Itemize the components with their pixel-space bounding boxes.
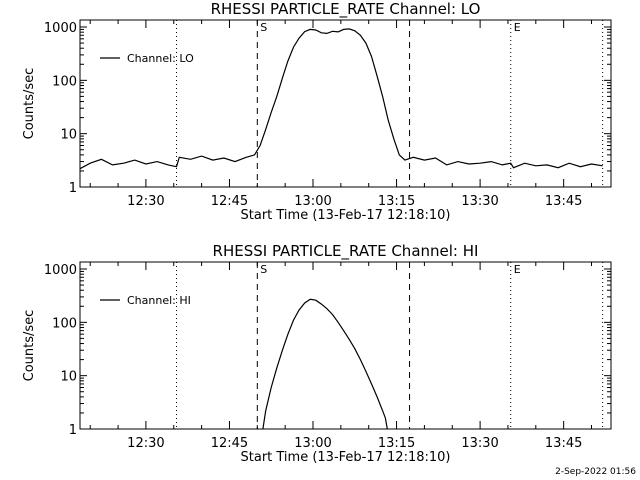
panel-2-x-tick-label: 13:00	[294, 436, 331, 451]
panel-1-y-tick-label: 10	[60, 128, 77, 143]
panel-1-x-tick-label: 13:00	[294, 194, 331, 209]
panel-2-annotation-label: S	[260, 263, 267, 276]
panel-2-legend-label: Channel: HI	[127, 294, 191, 307]
footer-timestamp: 2-Sep-2022 01:56	[555, 467, 636, 477]
panel-1-plot-frame	[79, 19, 612, 188]
panel-1-chart-title: RHESSI PARTICLE_RATE Channel: LO	[211, 0, 481, 19]
panel-1-x-axis-label: Start Time (13-Feb-17 12:18:10)	[241, 208, 451, 223]
panel-1-legend-label: Channel: LO	[127, 52, 194, 65]
panel-1-series-line-1	[79, 28, 603, 170]
panel-2-x-tick-label: 12:30	[127, 436, 164, 451]
panel-1-y-tick-label: 1	[69, 181, 77, 196]
panel-2-y-tick-label: 1	[69, 423, 77, 438]
panel-2-y-tick-label: 100	[52, 316, 77, 331]
panel-2-x-tick-label: 12:45	[211, 436, 248, 451]
panel-2-annotation-label: E	[514, 263, 521, 276]
panel-2-series-line-1	[262, 298, 388, 430]
panel-1-x-tick-label: 13:15	[378, 194, 415, 209]
panel-2-x-axis-label: Start Time (13-Feb-17 12:18:10)	[241, 450, 451, 465]
panel-1-y-tick-label: 1000	[44, 21, 77, 36]
panel-2-plot-frame	[79, 261, 612, 430]
panel-1-x-tick-label: 12:45	[211, 194, 248, 209]
panel-2-y-tick-label: 1000	[44, 263, 77, 278]
panel-1-y-axis-label: Counts/sec	[22, 68, 37, 140]
panel-1-annotation-label: S	[260, 21, 267, 34]
panel-2-chart-title: RHESSI PARTICLE_RATE Channel: HI	[213, 242, 479, 261]
panel-1-x-tick-label: 13:30	[461, 194, 498, 209]
panel-1-x-tick-label: 13:45	[545, 194, 582, 209]
panel-2-x-tick-label: 13:45	[545, 436, 582, 451]
panel-2-y-tick-label: 10	[60, 370, 77, 385]
panel-2-x-tick-label: 13:30	[461, 436, 498, 451]
panel-1-y-tick-label: 100	[52, 74, 77, 89]
panel-2-x-tick-label: 13:15	[378, 436, 415, 451]
panel-1-annotation-label: E	[514, 21, 521, 34]
panel-1-x-tick-label: 12:30	[127, 194, 164, 209]
panel-2-y-axis-label: Counts/sec	[22, 310, 37, 382]
